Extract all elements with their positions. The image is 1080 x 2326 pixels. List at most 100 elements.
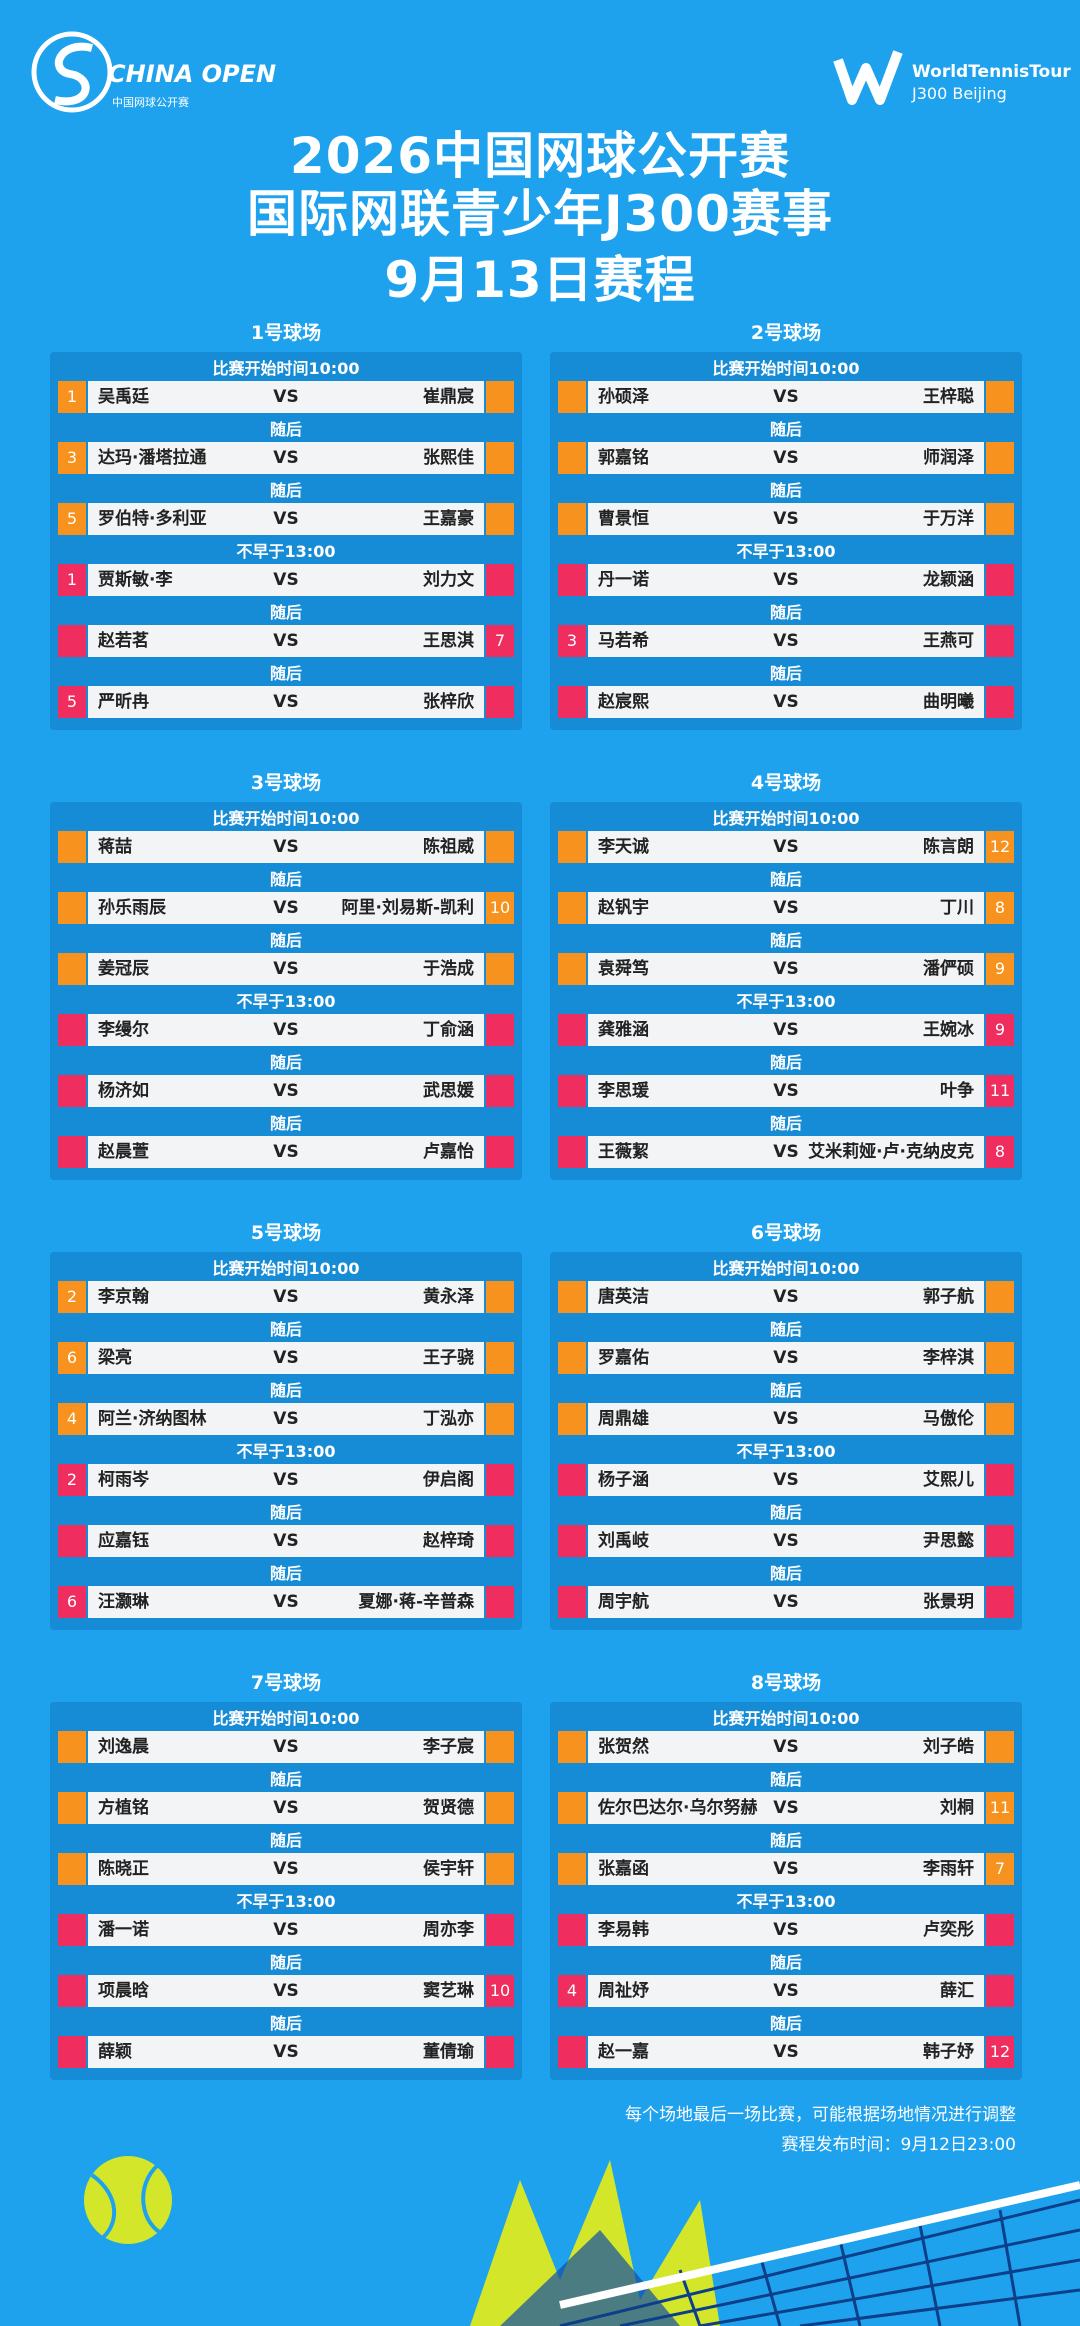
player: 黄永泽 bbox=[423, 1287, 474, 1307]
match-row: 贾斯敏·李 VS 刘力文 bbox=[88, 564, 484, 596]
seed-box bbox=[58, 1136, 86, 1168]
player: 潘俨硕 bbox=[923, 959, 974, 979]
seed-box bbox=[986, 625, 1014, 657]
vs: VS bbox=[273, 1737, 299, 1757]
player: 李思瑗 bbox=[598, 1081, 649, 1101]
vs: VS bbox=[773, 1409, 799, 1429]
seed-box bbox=[558, 1525, 586, 1557]
match-row: 汪灏琳 VS 夏娜·蒋-辛普森 bbox=[88, 1586, 484, 1618]
session-note: 不早于13:00 bbox=[736, 542, 836, 561]
player: 李缦尔 bbox=[98, 1020, 149, 1040]
player: 孙乐雨辰 bbox=[98, 898, 166, 918]
session-note: 随后 bbox=[769, 931, 802, 950]
vs: VS bbox=[773, 1142, 799, 1162]
seed-box bbox=[558, 503, 586, 535]
vs: VS bbox=[773, 631, 799, 651]
player: 潘一诺 bbox=[98, 1920, 149, 1940]
player: 董倩瑜 bbox=[423, 2042, 474, 2062]
match-row: 吴禹廷 VS 崔鼎宸 bbox=[88, 381, 484, 413]
player: 李子宸 bbox=[423, 1737, 474, 1757]
match-row: 李易韩 VS 卢奕彤 bbox=[588, 1914, 984, 1946]
player: 王薇絜 bbox=[598, 1142, 649, 1162]
court-title: 5号球场 bbox=[250, 1222, 322, 1244]
seed-box bbox=[486, 442, 514, 474]
seed-box: 5 bbox=[58, 503, 86, 535]
session-note: 随后 bbox=[269, 1381, 302, 1400]
session-note: 随后 bbox=[269, 1770, 302, 1789]
session-note: 比赛开始时间10:00 bbox=[712, 809, 860, 828]
seed-box: 1 bbox=[58, 381, 86, 413]
player: 罗嘉佑 bbox=[598, 1348, 649, 1368]
player: 吴禹廷 bbox=[98, 387, 149, 407]
player: 曲明曦 bbox=[923, 692, 974, 712]
seed-box bbox=[986, 381, 1014, 413]
session-note: 比赛开始时间10:00 bbox=[712, 359, 860, 378]
seed-box bbox=[58, 1853, 86, 1885]
match-row: 张贺然 VS 刘子皓 bbox=[588, 1731, 984, 1763]
match-row: 罗嘉佑 VS 李梓淇 bbox=[588, 1342, 984, 1374]
player: 李雨轩 bbox=[923, 1859, 974, 1879]
court-title: 3号球场 bbox=[250, 772, 322, 794]
seed-box bbox=[486, 1403, 514, 1435]
seed-box: 7 bbox=[486, 625, 514, 657]
player: 梁亮 bbox=[98, 1348, 132, 1368]
session-note: 随后 bbox=[769, 1114, 802, 1133]
vs: VS bbox=[773, 1592, 799, 1612]
match-row: 周鼎雄 VS 马傲伦 bbox=[588, 1403, 984, 1435]
seed-box bbox=[486, 1281, 514, 1313]
player: 崔鼎宸 bbox=[423, 387, 474, 407]
session-note: 随后 bbox=[269, 1503, 302, 1522]
vs: VS bbox=[273, 1920, 299, 1940]
player: 赵梓琦 bbox=[423, 1531, 474, 1551]
seed-box bbox=[558, 381, 586, 413]
player: 赵若茗 bbox=[98, 631, 149, 651]
vs: VS bbox=[273, 1981, 299, 2001]
player: 赵一嘉 bbox=[598, 2042, 649, 2062]
session-note: 不早于13:00 bbox=[236, 1442, 336, 1461]
player: 丁川 bbox=[940, 898, 974, 918]
player: 卢嘉怡 bbox=[423, 1142, 474, 1162]
vs: VS bbox=[273, 837, 299, 857]
vs: VS bbox=[773, 509, 799, 529]
vs: VS bbox=[273, 2042, 299, 2062]
player: 汪灏琳 bbox=[98, 1592, 149, 1612]
seed-box: 10 bbox=[486, 1975, 514, 2007]
burst-shade bbox=[500, 2230, 680, 2326]
seed-box: 8 bbox=[986, 1136, 1014, 1168]
vs: VS bbox=[773, 898, 799, 918]
seed-box bbox=[986, 503, 1014, 535]
player: 刘桐 bbox=[940, 1798, 974, 1818]
vs: VS bbox=[273, 1348, 299, 1368]
session-note: 随后 bbox=[769, 1503, 802, 1522]
vs: VS bbox=[773, 1470, 799, 1490]
vs: VS bbox=[273, 1531, 299, 1551]
match-row: 曹景恒 VS 于万洋 bbox=[588, 503, 984, 535]
seed-box bbox=[58, 1975, 86, 2007]
player: 王燕可 bbox=[923, 631, 974, 651]
match-row: 孙乐雨辰 VS 阿里·刘易斯-凯利 bbox=[88, 892, 484, 924]
player: 侯宇轩 bbox=[423, 1859, 474, 1879]
player: 佐尔巴达尔·乌尔努赫 bbox=[598, 1798, 758, 1818]
seed-box bbox=[986, 1342, 1014, 1374]
seed-box bbox=[486, 1914, 514, 1946]
court-title: 4号球场 bbox=[750, 772, 822, 794]
player: 姜冠辰 bbox=[98, 959, 149, 979]
title: 国际网联青少年J300赛事 bbox=[247, 185, 833, 243]
session-note: 随后 bbox=[769, 1953, 802, 1972]
player: 刘力文 bbox=[423, 570, 474, 590]
logo-right: WorldTennisTour bbox=[912, 62, 1071, 82]
match-row: 郭嘉铭 VS 师润泽 bbox=[588, 442, 984, 474]
match-row: 达玛·潘塔拉通 VS 张熙佳 bbox=[88, 442, 484, 474]
seed-box bbox=[486, 2036, 514, 2068]
player: 周宇航 bbox=[598, 1592, 649, 1612]
seed-box bbox=[58, 1525, 86, 1557]
seed-box bbox=[58, 625, 86, 657]
seed-box bbox=[486, 1853, 514, 1885]
player: 周祉妤 bbox=[598, 1981, 649, 2001]
session-note: 不早于13:00 bbox=[236, 542, 336, 561]
seed-box: 12 bbox=[986, 2036, 1014, 2068]
seed-box bbox=[558, 442, 586, 474]
seed-box: 3 bbox=[558, 625, 586, 657]
session-note: 比赛开始时间10:00 bbox=[712, 1259, 860, 1278]
vs: VS bbox=[273, 1287, 299, 1307]
